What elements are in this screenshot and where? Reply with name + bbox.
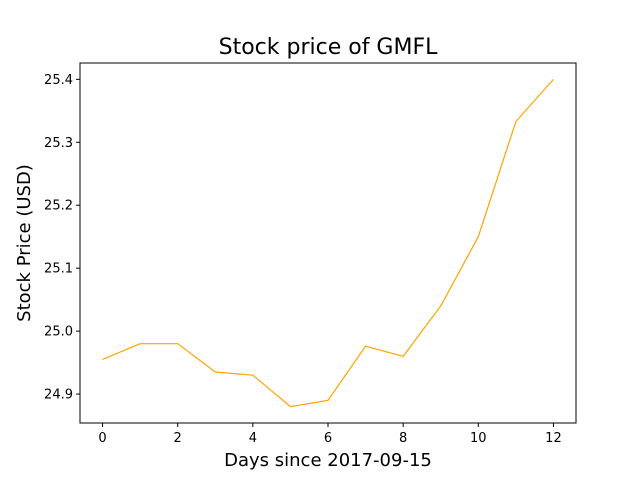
x-tick-label: 8: [399, 431, 407, 446]
x-tick-label: 0: [98, 431, 106, 446]
x-axis: 0 2 4 6 8 10 12: [98, 423, 562, 446]
y-axis-label: Stock Price (USD): [14, 164, 35, 322]
y-tick-label: 24.9: [44, 388, 73, 403]
x-tick-label: 2: [174, 431, 182, 446]
chart-title: Stock price of GMFL: [219, 35, 439, 60]
y-tick-label: 25.1: [44, 262, 73, 277]
x-tick-label: 4: [249, 431, 257, 446]
y-tick-label: 25.3: [44, 136, 73, 151]
x-axis-label: Days since 2017-09-15: [224, 450, 432, 471]
plot-area: [102, 78, 554, 408]
x-tick-label: 10: [470, 431, 487, 446]
y-tick-label: 25.2: [44, 199, 73, 214]
x-tick-label: 12: [545, 431, 562, 446]
plot-frame: [79, 62, 577, 424]
x-tick-label: 6: [324, 431, 332, 446]
y-axis: 24.9 25.0 25.1 25.2 25.3 25.4: [44, 73, 80, 403]
series-line-0: [102, 78, 554, 408]
y-tick-label: 25.0: [44, 325, 73, 340]
y-tick-label: 25.4: [44, 73, 73, 88]
